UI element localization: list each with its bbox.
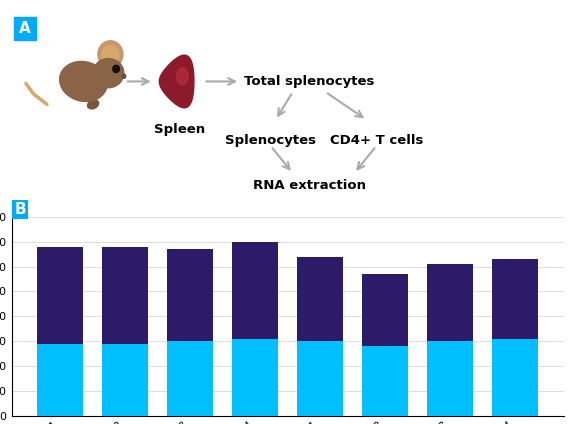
Polygon shape (177, 68, 188, 84)
Bar (362, 346, 408, 416)
Bar (102, 247, 148, 343)
Ellipse shape (93, 59, 124, 88)
Bar (167, 341, 213, 416)
Text: Total splenocytes: Total splenocytes (244, 75, 374, 88)
Circle shape (113, 65, 120, 73)
Text: B: B (14, 202, 26, 217)
Circle shape (102, 45, 119, 64)
Text: CD4+ T cells: CD4+ T cells (329, 134, 423, 147)
Text: A: A (19, 21, 31, 36)
Bar (167, 249, 213, 341)
Text: RNA extraction: RNA extraction (252, 179, 366, 192)
Circle shape (122, 74, 126, 78)
Polygon shape (159, 55, 194, 108)
Text: Splenocytes: Splenocytes (225, 134, 316, 147)
Bar (37, 247, 83, 343)
Bar (297, 257, 343, 341)
Bar (427, 264, 473, 341)
Bar (37, 343, 83, 416)
Bar (492, 339, 538, 416)
Bar (362, 274, 408, 346)
Bar (102, 343, 148, 416)
Text: Spleen: Spleen (154, 123, 205, 136)
Bar (232, 242, 278, 339)
Bar (492, 259, 538, 339)
Bar (232, 339, 278, 416)
Bar (297, 341, 343, 416)
Ellipse shape (87, 100, 99, 109)
Ellipse shape (60, 61, 108, 101)
FancyBboxPatch shape (14, 17, 36, 40)
Bar (427, 341, 473, 416)
Circle shape (98, 41, 123, 68)
